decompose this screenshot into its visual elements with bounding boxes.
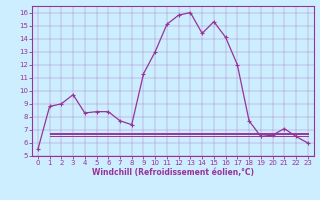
X-axis label: Windchill (Refroidissement éolien,°C): Windchill (Refroidissement éolien,°C) [92,168,254,177]
